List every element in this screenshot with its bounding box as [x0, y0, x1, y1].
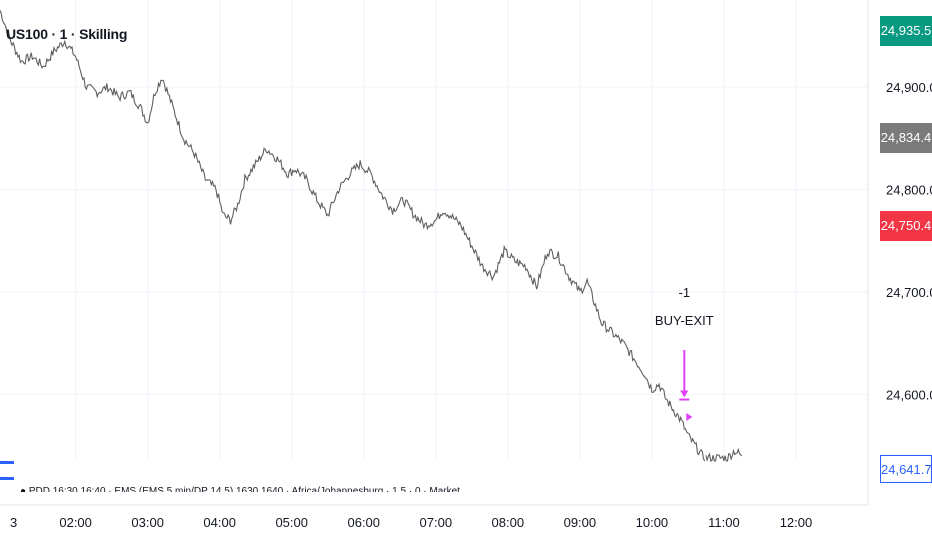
red-price-badge: 24,750.4	[880, 211, 932, 241]
x-tick-label: 03:00	[131, 515, 164, 530]
symbol-title[interactable]: US100 · 1 · Skilling	[6, 26, 128, 42]
x-tick-label: 11:00	[708, 515, 740, 530]
x-tick-label: 12:00	[780, 515, 813, 530]
series-layer	[0, 10, 743, 462]
indicator-mark-bottom	[0, 477, 14, 480]
x-tick-label: 05:00	[275, 515, 308, 530]
x-tick-label: 02:00	[59, 515, 92, 530]
indicator-mark-top	[0, 461, 14, 464]
entry-marker	[686, 412, 693, 421]
last-price-badge: 24,935.5	[880, 16, 932, 46]
blue-price-badge: 24,641.7	[880, 455, 932, 483]
trade-label: BUY-EXIT	[655, 313, 714, 328]
y-tick-label: 24,900.0	[886, 80, 932, 95]
grid-lines	[0, 0, 868, 461]
x-tick-label: 04:00	[203, 515, 236, 530]
trade-markers: -1 BUY-EXIT	[655, 285, 714, 421]
indicator-legend[interactable]: ● PDD 16:30 16:40 · EMS (EMS 5 min/DP 14…	[20, 486, 460, 492]
x-tick-label: 08:00	[492, 515, 525, 530]
axes: 24,900.0 24,800.0 24,700.0 24,600.0 3 02:00 03…	[0, 0, 932, 530]
x-tick-label: 3	[10, 515, 17, 530]
y-tick-label: 24,700.0	[886, 285, 932, 300]
price-line	[0, 10, 743, 462]
y-tick-label: 24,800.0	[886, 183, 932, 198]
y-tick-label: 24,600.0	[886, 387, 932, 402]
trade-qty-label: -1	[679, 285, 691, 300]
x-tick-label: 10:00	[636, 515, 669, 530]
mid-price-badge: 24,834.4	[880, 123, 932, 153]
x-tick-label: 09:00	[564, 515, 597, 530]
x-tick-label: 06:00	[347, 515, 380, 530]
x-tick-label: 07:00	[420, 515, 453, 530]
exit-arrow-head	[680, 390, 689, 398]
